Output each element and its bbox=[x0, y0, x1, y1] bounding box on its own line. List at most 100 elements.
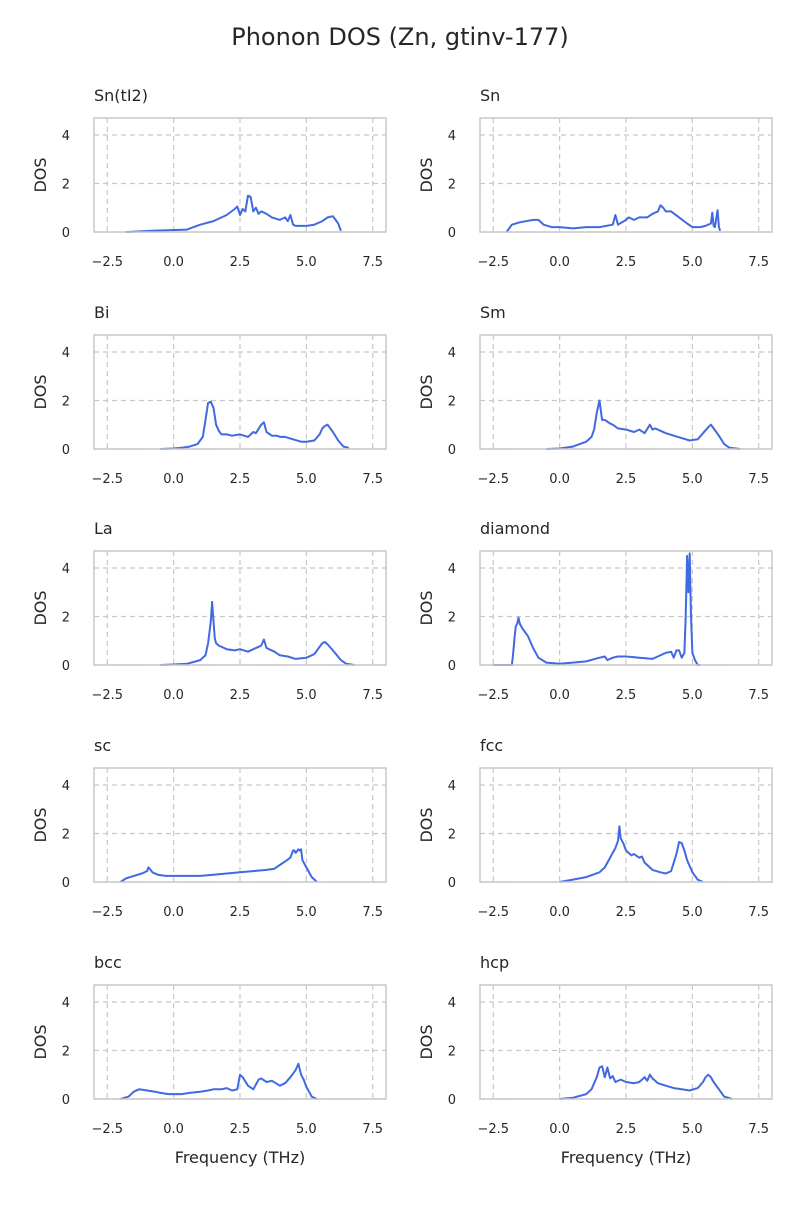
dos-series-line bbox=[493, 552, 701, 666]
x-tick-label: 2.5 bbox=[616, 255, 637, 270]
x-tick-label: 7.5 bbox=[748, 255, 769, 270]
plot-frame bbox=[479, 117, 773, 233]
dos-series-line bbox=[559, 825, 704, 883]
y-axis-label: DOS bbox=[31, 807, 50, 842]
x-tick-label: 2.5 bbox=[616, 688, 637, 703]
x-tick-label: 5.0 bbox=[682, 905, 703, 920]
subplot-8: fcc −2.5 0.0 2.5 5.0 7.5 0 2 4 DOS bbox=[417, 736, 773, 920]
subplot-2: Sn −2.5 0.0 2.5 5.0 7.5 0 2 4 DOS bbox=[417, 86, 773, 270]
y-tick-label: 0 bbox=[62, 1093, 70, 1108]
x-tick-label: 7.5 bbox=[748, 905, 769, 920]
x-tick-label: 0.0 bbox=[549, 1122, 570, 1137]
y-tick-label: 0 bbox=[448, 1093, 456, 1108]
plot-frame bbox=[479, 550, 773, 666]
y-tick-label: 0 bbox=[62, 876, 70, 891]
x-tick-label: 5.0 bbox=[296, 688, 317, 703]
dos-series-line bbox=[559, 1065, 733, 1100]
subplot-4: Sm −2.5 0.0 2.5 5.0 7.5 0 2 4 DOS bbox=[417, 303, 773, 487]
y-tick-label: 2 bbox=[448, 610, 456, 625]
subplot-9: bcc −2.5 0.0 2.5 5.0 7.5 0 2 4 DOS Frequency (THz) bbox=[31, 953, 387, 1167]
y-axis-label: DOS bbox=[417, 807, 436, 842]
x-tick-label: 0.0 bbox=[549, 255, 570, 270]
y-axis-label: DOS bbox=[31, 1024, 50, 1059]
y-tick-label: 4 bbox=[448, 562, 456, 577]
subplot-title: hcp bbox=[480, 953, 509, 972]
subplot-title: Sm bbox=[480, 303, 506, 322]
x-tick-label: −2.5 bbox=[477, 472, 509, 487]
plot-frame bbox=[93, 334, 387, 450]
y-axis-label: DOS bbox=[417, 157, 436, 192]
y-tick-label: 4 bbox=[62, 346, 70, 361]
x-tick-label: 7.5 bbox=[748, 472, 769, 487]
subplot-1: Sn(tI2) −2.5 0.0 2.5 5.0 7.5 0 2 4 DOS bbox=[31, 86, 387, 270]
y-tick-label: 2 bbox=[62, 610, 70, 625]
y-tick-label: 0 bbox=[448, 226, 456, 241]
x-tick-label: 0.0 bbox=[163, 905, 184, 920]
y-tick-label: 2 bbox=[448, 827, 456, 842]
dos-series-line bbox=[119, 848, 318, 883]
x-tick-label: 5.0 bbox=[682, 255, 703, 270]
y-tick-label: 0 bbox=[62, 226, 70, 241]
x-tick-label: 0.0 bbox=[163, 255, 184, 270]
y-tick-label: 0 bbox=[448, 443, 456, 458]
dos-series-line bbox=[546, 399, 741, 450]
x-tick-label: 0.0 bbox=[163, 688, 184, 703]
x-tick-label: 5.0 bbox=[682, 472, 703, 487]
x-axis-label: Frequency (THz) bbox=[561, 1148, 691, 1167]
y-tick-label: 2 bbox=[62, 394, 70, 409]
plot-frame bbox=[93, 984, 387, 1100]
dos-series-line bbox=[505, 204, 722, 233]
subplot-3: Bi −2.5 0.0 2.5 5.0 7.5 0 2 4 DOS bbox=[31, 303, 387, 487]
x-tick-label: 7.5 bbox=[362, 688, 383, 703]
x-tick-label: 0.0 bbox=[163, 472, 184, 487]
y-tick-label: 4 bbox=[62, 779, 70, 794]
x-tick-label: −2.5 bbox=[91, 472, 123, 487]
x-tick-label: 5.0 bbox=[296, 905, 317, 920]
subplot-title: Bi bbox=[94, 303, 109, 322]
subplot-7: sc −2.5 0.0 2.5 5.0 7.5 0 2 4 DOS bbox=[31, 736, 387, 920]
y-tick-label: 2 bbox=[448, 1044, 456, 1059]
y-axis-label: DOS bbox=[31, 157, 50, 192]
subplot-10: hcp −2.5 0.0 2.5 5.0 7.5 0 2 4 DOS Frequency (THz) bbox=[417, 953, 773, 1167]
x-tick-label: 7.5 bbox=[748, 688, 769, 703]
x-tick-label: 5.0 bbox=[296, 1122, 317, 1137]
plot-frame bbox=[479, 767, 773, 883]
subplot-title: diamond bbox=[480, 519, 550, 538]
y-tick-label: 0 bbox=[448, 876, 456, 891]
x-tick-label: −2.5 bbox=[477, 905, 509, 920]
dos-series-line bbox=[160, 600, 355, 666]
x-tick-label: 7.5 bbox=[362, 255, 383, 270]
x-tick-label: −2.5 bbox=[91, 255, 123, 270]
y-tick-label: 2 bbox=[62, 827, 70, 842]
x-tick-label: −2.5 bbox=[91, 688, 123, 703]
x-tick-label: 7.5 bbox=[362, 1122, 383, 1137]
y-tick-label: 4 bbox=[448, 996, 456, 1011]
x-tick-label: 2.5 bbox=[616, 1122, 637, 1137]
y-axis-label: DOS bbox=[31, 374, 50, 409]
x-tick-label: 5.0 bbox=[296, 472, 317, 487]
y-tick-label: 0 bbox=[448, 659, 456, 674]
x-tick-label: 0.0 bbox=[549, 472, 570, 487]
subplot-title: Sn(tI2) bbox=[94, 86, 148, 105]
x-tick-label: 5.0 bbox=[682, 1122, 703, 1137]
x-tick-label: −2.5 bbox=[477, 255, 509, 270]
y-axis-label: DOS bbox=[31, 590, 50, 625]
x-tick-label: 7.5 bbox=[362, 472, 383, 487]
x-tick-label: −2.5 bbox=[477, 1122, 509, 1137]
subplot-title: Sn bbox=[480, 86, 500, 105]
x-tick-label: 2.5 bbox=[230, 688, 251, 703]
subplot-title: fcc bbox=[480, 736, 503, 755]
figure-title: Phonon DOS (Zn, gtinv-177) bbox=[231, 23, 569, 51]
y-tick-label: 4 bbox=[62, 129, 70, 144]
y-axis-label: DOS bbox=[417, 1024, 436, 1059]
x-tick-label: 2.5 bbox=[230, 472, 251, 487]
y-tick-label: 4 bbox=[448, 346, 456, 361]
y-axis-label: DOS bbox=[417, 374, 436, 409]
subplot-5: La −2.5 0.0 2.5 5.0 7.5 0 2 4 DOS bbox=[31, 519, 387, 703]
x-tick-label: 2.5 bbox=[616, 905, 637, 920]
y-tick-label: 4 bbox=[448, 129, 456, 144]
plot-frame bbox=[93, 117, 387, 233]
y-tick-label: 2 bbox=[62, 177, 70, 192]
